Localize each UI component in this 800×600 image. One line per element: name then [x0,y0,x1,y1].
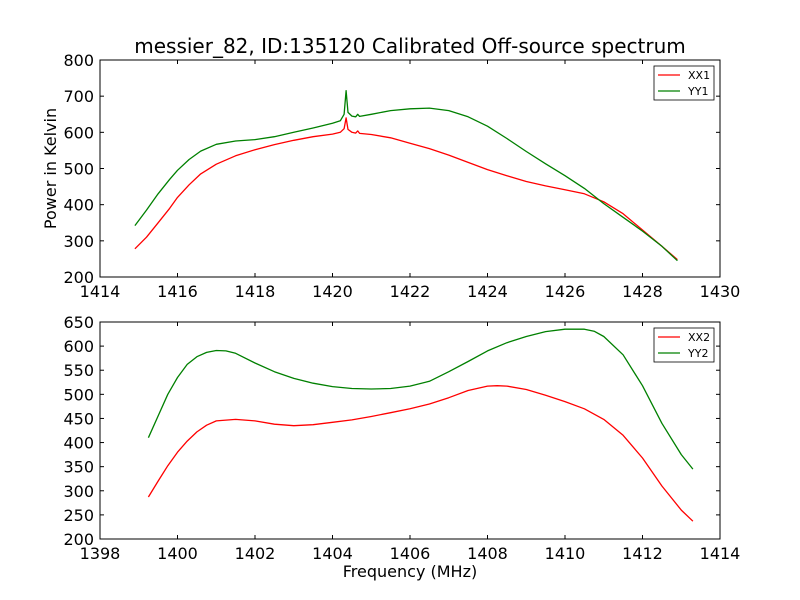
y-tick-label: 350 [63,458,94,477]
y-tick-label: 550 [63,361,94,380]
plot-frame [99,321,721,540]
x-tick-label: 1406 [390,544,431,563]
x-tick-label: 1416 [157,282,198,301]
x-tick-label: 1420 [312,282,353,301]
y-tick-label: 400 [63,196,94,215]
y-tick-label: 450 [63,409,94,428]
series-line-xx1 [134,117,678,261]
legend-box [653,65,715,101]
y-axis-label: Power in Kelvin [41,108,60,229]
x-tick-label: 1404 [312,544,353,563]
y-tick-label: 600 [63,123,94,142]
bottom-panel: 1398 1400 1402 1404 1406 1408 1410 1412 1414 200 2… [63,313,740,581]
x-tick-label: 1414 [80,282,121,301]
y-tick-label: 400 [63,434,94,453]
y-tick-label: 650 [63,313,94,332]
legend-label-yy1: YY1 [687,85,708,98]
x-tick-label: 1410 [545,544,586,563]
y-tick-label: 500 [63,160,94,179]
y-tick-label: 800 [63,51,94,70]
series-line-yy2 [147,328,694,470]
y-tick-label: 250 [63,506,94,525]
y-tick-label: 600 [63,337,94,356]
figure-title: messier_82, ID:135120 Calibrated Off-sou… [134,34,685,58]
x-tick-label: 1418 [235,282,276,301]
y-tick-label: 500 [63,385,94,404]
x-tick-label: 1402 [235,544,276,563]
y-tick-label: 300 [63,482,94,501]
y-tick-label: 700 [63,87,94,106]
x-tick-label: 1422 [390,282,431,301]
x-tick-label: 1424 [467,282,508,301]
x-tick-label: 1398 [80,544,121,563]
plot-frame [99,59,721,278]
x-axis-label: Frequency (MHz) [343,562,477,581]
x-tick-label: 1400 [157,544,198,563]
top-panel: 1414 1416 1418 1420 1422 1424 1426 1428 1430 200 3… [41,51,740,301]
y-tick-label: 200 [63,530,94,549]
legend-box [653,327,715,363]
x-tick-label: 1408 [467,544,508,563]
series-line-xx2 [147,385,694,522]
x-tick-label: 1428 [622,282,663,301]
x-tick-label: 1430 [700,282,741,301]
legend-label-xx2: XX2 [688,331,710,344]
y-tick-label: 300 [63,232,94,251]
series-line-yy1 [134,90,678,262]
legend-label-xx1: XX1 [688,69,710,82]
legend-label-yy2: YY2 [687,347,708,360]
y-tick-label: 200 [63,268,94,287]
x-tick-label: 1414 [700,544,741,563]
x-tick-label: 1426 [545,282,586,301]
x-tick-label: 1412 [622,544,663,563]
